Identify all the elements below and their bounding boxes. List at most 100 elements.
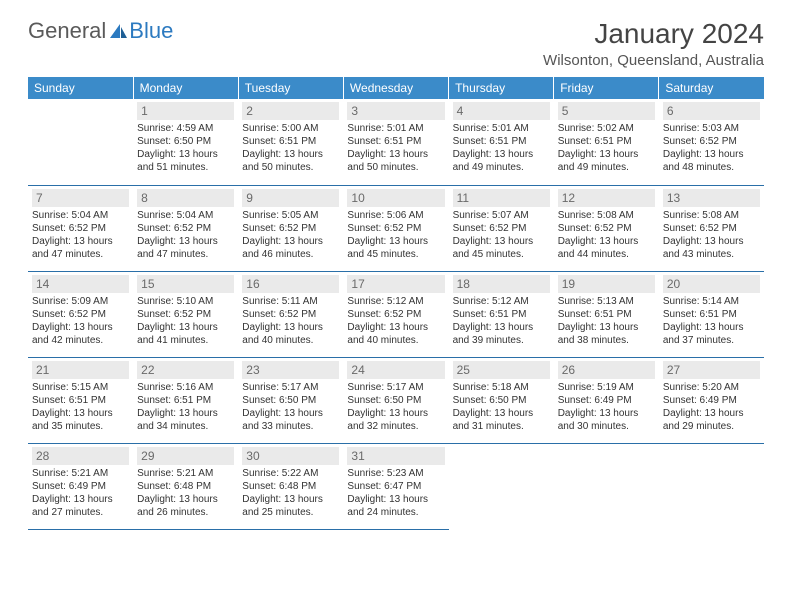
day-info: Sunrise: 5:17 AMSunset: 6:50 PMDaylight:…: [347, 381, 444, 433]
info-line-sr: Sunrise: 5:20 AM: [663, 381, 760, 394]
info-line-d2: and 40 minutes.: [347, 334, 444, 347]
day-info: Sunrise: 5:08 AMSunset: 6:52 PMDaylight:…: [663, 209, 760, 261]
day-info: Sunrise: 5:21 AMSunset: 6:48 PMDaylight:…: [137, 467, 234, 519]
page-header: General Blue January 2024 Wilsonton, Que…: [28, 18, 764, 69]
info-line-d1: Daylight: 13 hours: [32, 235, 129, 248]
info-line-sr: Sunrise: 5:01 AM: [347, 122, 444, 135]
calendar-cell: 28Sunrise: 5:21 AMSunset: 6:49 PMDayligh…: [28, 443, 133, 529]
info-line-d1: Daylight: 13 hours: [137, 235, 234, 248]
info-line-sr: Sunrise: 5:13 AM: [558, 295, 655, 308]
calendar-week: 1Sunrise: 4:59 AMSunset: 6:50 PMDaylight…: [28, 99, 764, 185]
info-line-sr: Sunrise: 5:23 AM: [347, 467, 444, 480]
info-line-ss: Sunset: 6:52 PM: [32, 222, 129, 235]
info-line-ss: Sunset: 6:49 PM: [32, 480, 129, 493]
calendar-cell: 5Sunrise: 5:02 AMSunset: 6:51 PMDaylight…: [554, 99, 659, 185]
info-line-ss: Sunset: 6:50 PM: [137, 135, 234, 148]
month-title: January 2024: [543, 18, 764, 50]
calendar-cell: 14Sunrise: 5:09 AMSunset: 6:52 PMDayligh…: [28, 271, 133, 357]
calendar-cell: 7Sunrise: 5:04 AMSunset: 6:52 PMDaylight…: [28, 185, 133, 271]
calendar-week: 21Sunrise: 5:15 AMSunset: 6:51 PMDayligh…: [28, 357, 764, 443]
info-line-d2: and 37 minutes.: [663, 334, 760, 347]
weekday-header: Friday: [554, 77, 659, 99]
day-info: Sunrise: 5:10 AMSunset: 6:52 PMDaylight:…: [137, 295, 234, 347]
info-line-d2: and 24 minutes.: [347, 506, 444, 519]
info-line-ss: Sunset: 6:51 PM: [242, 135, 339, 148]
info-line-sr: Sunrise: 4:59 AM: [137, 122, 234, 135]
day-info: Sunrise: 5:07 AMSunset: 6:52 PMDaylight:…: [453, 209, 550, 261]
info-line-sr: Sunrise: 5:19 AM: [558, 381, 655, 394]
info-line-d2: and 42 minutes.: [32, 334, 129, 347]
info-line-d1: Daylight: 13 hours: [558, 407, 655, 420]
info-line-ss: Sunset: 6:51 PM: [32, 394, 129, 407]
day-number: 16: [242, 275, 339, 293]
info-line-d1: Daylight: 13 hours: [242, 321, 339, 334]
weekday-row: SundayMondayTuesdayWednesdayThursdayFrid…: [28, 77, 764, 99]
day-info: Sunrise: 5:04 AMSunset: 6:52 PMDaylight:…: [137, 209, 234, 261]
calendar-cell: 26Sunrise: 5:19 AMSunset: 6:49 PMDayligh…: [554, 357, 659, 443]
day-info: Sunrise: 4:59 AMSunset: 6:50 PMDaylight:…: [137, 122, 234, 174]
weekday-header: Thursday: [449, 77, 554, 99]
info-line-d1: Daylight: 13 hours: [453, 235, 550, 248]
day-number: 6: [663, 102, 760, 120]
info-line-d1: Daylight: 13 hours: [558, 235, 655, 248]
info-line-d1: Daylight: 13 hours: [32, 321, 129, 334]
calendar-cell: [554, 443, 659, 529]
calendar-cell: 1 Sunrise: 4:59 AMSunset: 6:50 PMDaylight…: [133, 99, 238, 185]
info-line-d2: and 49 minutes.: [558, 161, 655, 174]
day-info: Sunrise: 5:12 AMSunset: 6:51 PMDaylight:…: [453, 295, 550, 347]
day-info: Sunrise: 5:11 AMSunset: 6:52 PMDaylight:…: [242, 295, 339, 347]
calendar-cell: 29Sunrise: 5:21 AMSunset: 6:48 PMDayligh…: [133, 443, 238, 529]
weekday-header: Tuesday: [238, 77, 343, 99]
info-line-sr: Sunrise: 5:18 AM: [453, 381, 550, 394]
info-line-d2: and 44 minutes.: [558, 248, 655, 261]
day-info: Sunrise: 5:03 AMSunset: 6:52 PMDaylight:…: [663, 122, 760, 174]
day-number: 4: [453, 102, 550, 120]
info-line-ss: Sunset: 6:52 PM: [32, 308, 129, 321]
calendar-cell: 11Sunrise: 5:07 AMSunset: 6:52 PMDayligh…: [449, 185, 554, 271]
info-line-d2: and 34 minutes.: [137, 420, 234, 433]
day-info: Sunrise: 5:01 AMSunset: 6:51 PMDaylight:…: [453, 122, 550, 174]
day-number: 9: [242, 189, 339, 207]
day-number: 1: [137, 102, 234, 120]
info-line-d1: Daylight: 13 hours: [32, 407, 129, 420]
info-line-sr: Sunrise: 5:10 AM: [137, 295, 234, 308]
calendar-week: 28Sunrise: 5:21 AMSunset: 6:49 PMDayligh…: [28, 443, 764, 529]
info-line-ss: Sunset: 6:52 PM: [558, 222, 655, 235]
calendar-cell: 17Sunrise: 5:12 AMSunset: 6:52 PMDayligh…: [343, 271, 448, 357]
info-line-ss: Sunset: 6:52 PM: [453, 222, 550, 235]
info-line-d2: and 47 minutes.: [32, 248, 129, 261]
info-line-d2: and 51 minutes.: [137, 161, 234, 174]
day-info: Sunrise: 5:14 AMSunset: 6:51 PMDaylight:…: [663, 295, 760, 347]
info-line-d2: and 29 minutes.: [663, 420, 760, 433]
calendar-body: 1Sunrise: 4:59 AMSunset: 6:50 PMDaylight…: [28, 99, 764, 529]
info-line-sr: Sunrise: 5:06 AM: [347, 209, 444, 222]
info-line-ss: Sunset: 6:50 PM: [242, 394, 339, 407]
info-line-d1: Daylight: 13 hours: [663, 148, 760, 161]
info-line-d1: Daylight: 13 hours: [663, 407, 760, 420]
location-subtitle: Wilsonton, Queensland, Australia: [543, 52, 764, 69]
brand-logo: General Blue: [28, 18, 173, 44]
info-line-sr: Sunrise: 5:22 AM: [242, 467, 339, 480]
info-line-ss: Sunset: 6:51 PM: [347, 135, 444, 148]
info-line-d2: and 38 minutes.: [558, 334, 655, 347]
day-number: 13: [663, 189, 760, 207]
info-line-d1: Daylight: 13 hours: [242, 148, 339, 161]
info-line-d1: Daylight: 13 hours: [137, 407, 234, 420]
day-number: 18: [453, 275, 550, 293]
calendar-cell: 6 Sunrise: 5:03 AMSunset: 6:52 PMDaylight…: [659, 99, 764, 185]
info-line-sr: Sunrise: 5:09 AM: [32, 295, 129, 308]
info-line-d2: and 41 minutes.: [137, 334, 234, 347]
info-line-sr: Sunrise: 5:08 AM: [558, 209, 655, 222]
day-number: 7: [32, 189, 129, 207]
info-line-sr: Sunrise: 5:03 AM: [663, 122, 760, 135]
day-number: 25: [453, 361, 550, 379]
day-info: Sunrise: 5:19 AMSunset: 6:49 PMDaylight:…: [558, 381, 655, 433]
info-line-d1: Daylight: 13 hours: [453, 148, 550, 161]
brand-part2: Blue: [129, 18, 173, 44]
day-number: 12: [558, 189, 655, 207]
calendar-cell: 4 Sunrise: 5:01 AMSunset: 6:51 PMDaylight…: [449, 99, 554, 185]
info-line-d2: and 33 minutes.: [242, 420, 339, 433]
calendar-cell: 15Sunrise: 5:10 AMSunset: 6:52 PMDayligh…: [133, 271, 238, 357]
info-line-d2: and 35 minutes.: [32, 420, 129, 433]
day-number: 17: [347, 275, 444, 293]
